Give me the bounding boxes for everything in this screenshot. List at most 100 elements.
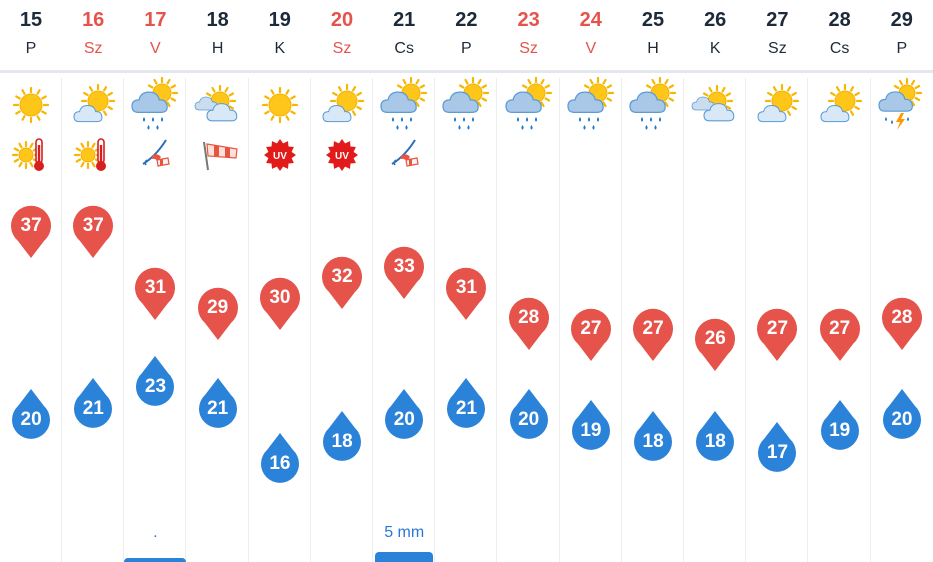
min-temp-marker: 23 [134,355,176,409]
day-column[interactable]: 27 Sz 27 17 [746,0,809,562]
day-number: 27 [766,9,789,31]
windsock-icon [201,136,238,174]
day-column[interactable]: 24 V 27 19 [560,0,622,562]
min-temp-marker: 20 [10,388,52,442]
max-temp-marker: 28 [508,297,550,351]
min-temp-value: 18 [642,431,664,452]
min-temp-marker: 21 [72,377,114,431]
day-column[interactable]: 17 V 31 23. [124,0,187,562]
max-temp-value: 28 [518,307,540,329]
day-name: K [709,40,721,57]
day-number: 25 [641,9,665,31]
partly-cloudy-icon [752,79,802,135]
day-column[interactable]: 29 P 28 20 [871,0,933,562]
min-temp-marker: 20 [383,388,425,442]
min-temp-marker: 21 [197,377,239,431]
day-number: 28 [828,9,851,31]
day-column[interactable]: 26 K 26 18 [684,0,747,562]
min-temp-value: 20 [393,409,415,430]
sun-icon [6,79,56,135]
min-temp-marker: 18 [321,410,363,464]
column-divider [61,78,62,562]
day-number: 29 [890,9,913,31]
day-column[interactable]: 22 P 31 21 [435,0,498,562]
uv-icon: UV [325,136,359,174]
min-temp-value: 20 [518,409,540,430]
uv-icon: UV [263,136,297,174]
max-temp-marker: 28 [881,297,923,351]
max-temp-value: 37 [82,215,104,236]
min-temp-marker: 17 [756,421,798,475]
svg-text:UV: UV [273,151,287,162]
day-column[interactable]: 19 K UV 30 16 [249,0,311,562]
min-temp-value: 20 [20,409,42,430]
max-temp-value: 31 [144,276,167,298]
min-temp-marker: 19 [570,399,612,453]
day-name: Sz [332,40,352,57]
day-column[interactable]: 18 H 29 21 [187,0,249,562]
wind-icon [138,136,172,174]
max-temp-marker: 30 [259,277,301,331]
min-temp-marker: 21 [445,377,487,431]
day-column[interactable]: 15 P 37 20 [0,0,62,562]
header-divider [0,70,933,73]
day-column[interactable]: 20 Sz UV 32 18 [311,0,373,562]
min-temp-value: 19 [829,420,851,441]
max-temp-value: 33 [393,256,415,278]
day-name: V [150,40,161,57]
column-divider [309,78,311,562]
max-temp-marker: 37 [72,205,114,259]
min-temp-value: 21 [455,398,478,419]
max-temp-marker: 32 [321,256,363,310]
day-column[interactable]: 28 Cs 27 19 [809,0,871,562]
cloudy-rain-sun-icon [130,76,180,135]
max-temp-marker: 37 [10,205,52,259]
day-number: 15 [19,9,43,31]
cloudy-sun-icon [690,79,740,135]
thunderstorm-icon [877,77,927,135]
sun-icon [255,79,305,135]
day-number: 24 [579,9,602,31]
min-temp-value: 19 [580,420,602,441]
max-temp-value: 27 [580,317,602,339]
day-column[interactable]: 21 Cs 33 20 5 mm [373,0,436,562]
day-number: 22 [455,9,478,31]
max-temp-value: 27 [829,317,851,339]
precipitation-bar [375,552,434,562]
day-name: Cs [829,40,850,57]
day-column[interactable]: 23 Sz 28 20 [498,0,560,562]
cloudy-rain-sun-icon [441,76,491,135]
day-number: 26 [704,9,727,31]
day-name: H [211,40,224,57]
max-temp-value: 27 [766,317,789,339]
max-temp-marker: 26 [694,318,736,372]
min-temp-value: 21 [82,398,104,419]
max-temp-value: 27 [642,317,664,339]
max-temp-value: 28 [891,307,913,329]
heat-thermometer-icon [11,136,48,174]
min-temp-value: 18 [331,431,353,452]
day-column[interactable]: 16 Sz 37 21 [62,0,125,562]
day-number: 21 [393,9,416,31]
max-temp-value: 26 [704,328,726,349]
day-number: 17 [144,9,167,31]
min-temp-value: 16 [269,453,291,474]
day-name: H [647,40,659,57]
partly-cloudy-icon [317,79,367,135]
day-name: Sz [83,40,103,57]
day-name: Sz [519,40,538,57]
min-temp-marker: 20 [508,388,550,442]
column-divider [496,78,498,562]
cloudy-sun-icon [193,79,243,135]
min-temp-marker: 19 [819,399,861,453]
column-divider [683,78,684,562]
heat-thermometer-icon [74,136,110,174]
day-number: 20 [330,9,354,31]
min-temp-marker: 18 [694,410,736,464]
max-temp-marker: 31 [445,267,487,321]
min-temp-value: 18 [704,431,726,452]
column-divider [372,78,373,562]
cloudy-rain-sun-icon [379,76,429,135]
day-column[interactable]: 25 H 27 18 [622,0,684,562]
